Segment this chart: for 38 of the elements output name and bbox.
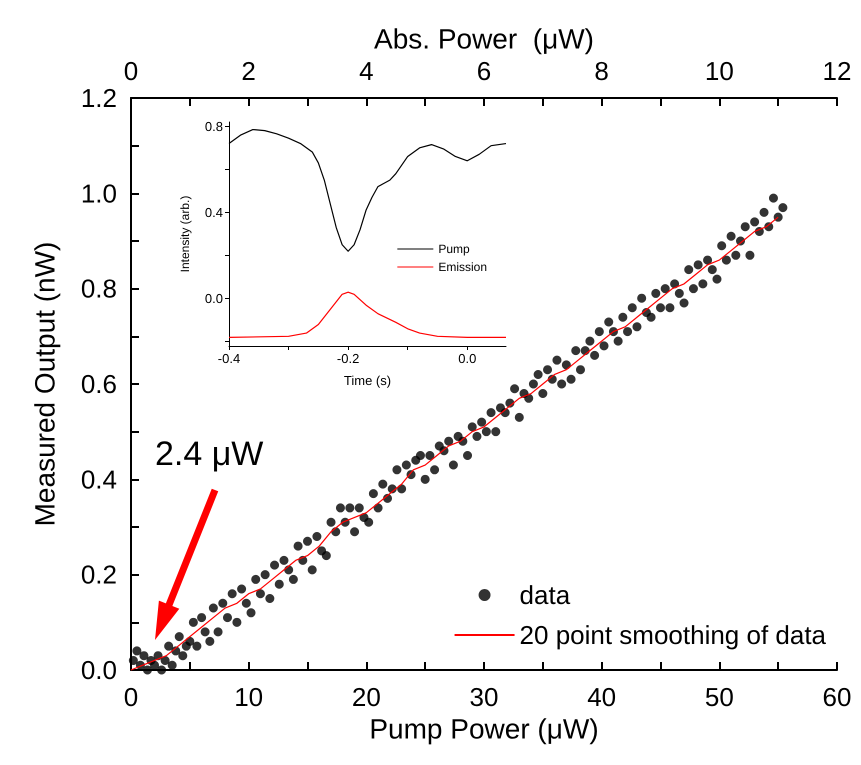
- x-tick-label: 10: [234, 682, 264, 712]
- x-tick-label: 60: [822, 682, 852, 712]
- legend-label: Pump: [438, 242, 470, 256]
- x-tick-label: 0: [124, 682, 138, 712]
- annotation: 2.4 μW: [155, 435, 264, 474]
- x-tick-label: 50: [704, 682, 734, 712]
- x-axis-title: Time (s): [344, 373, 392, 388]
- x2-tick-label: 12: [822, 56, 852, 86]
- y-tick-label: 0.6: [80, 369, 117, 399]
- x2-axis-title: Abs. Power (μW): [374, 24, 594, 55]
- x2-tick-label: 6: [476, 56, 492, 86]
- legend-label: data: [520, 580, 571, 610]
- x2-tick-label: 10: [704, 56, 734, 86]
- legend-label: Emission: [438, 260, 488, 274]
- y-tick-label: 0.0: [80, 655, 117, 685]
- x2-tick-label: 2: [241, 56, 256, 86]
- y-tick-label: 0.8: [204, 118, 223, 134]
- y-tick-label: 1.0: [80, 178, 117, 208]
- x-tick-label: 20: [352, 682, 381, 712]
- x-tick-label: 0.0: [458, 351, 476, 366]
- x-tick-label: 40: [587, 682, 616, 712]
- y-tick-label: 0.0: [204, 291, 223, 306]
- legend-label: 20 point smoothing of data: [520, 620, 827, 650]
- x2-tick-label: 4: [359, 56, 374, 86]
- y-tick-label: 1.2: [80, 83, 117, 113]
- y-axis-title: Intensity (arb.): [178, 196, 192, 272]
- y-tick-label: 0.2: [80, 560, 117, 590]
- y-tick-label: 0.4: [80, 464, 117, 494]
- y-tick-label: 0.8: [80, 274, 117, 304]
- x2-tick-label: 0: [124, 56, 138, 86]
- y-tick-label: 0.4: [204, 204, 223, 220]
- x-tick-label: -0.2: [336, 351, 360, 366]
- y-axis-title: Measured Output (nW): [30, 242, 60, 526]
- line-series: [228, 292, 507, 338]
- x-tick-label: -0.4: [218, 351, 240, 366]
- x-tick-label: 30: [470, 682, 498, 712]
- x2-tick-label: 8: [594, 56, 609, 86]
- x-axis-title: Pump Power (μW): [369, 713, 599, 744]
